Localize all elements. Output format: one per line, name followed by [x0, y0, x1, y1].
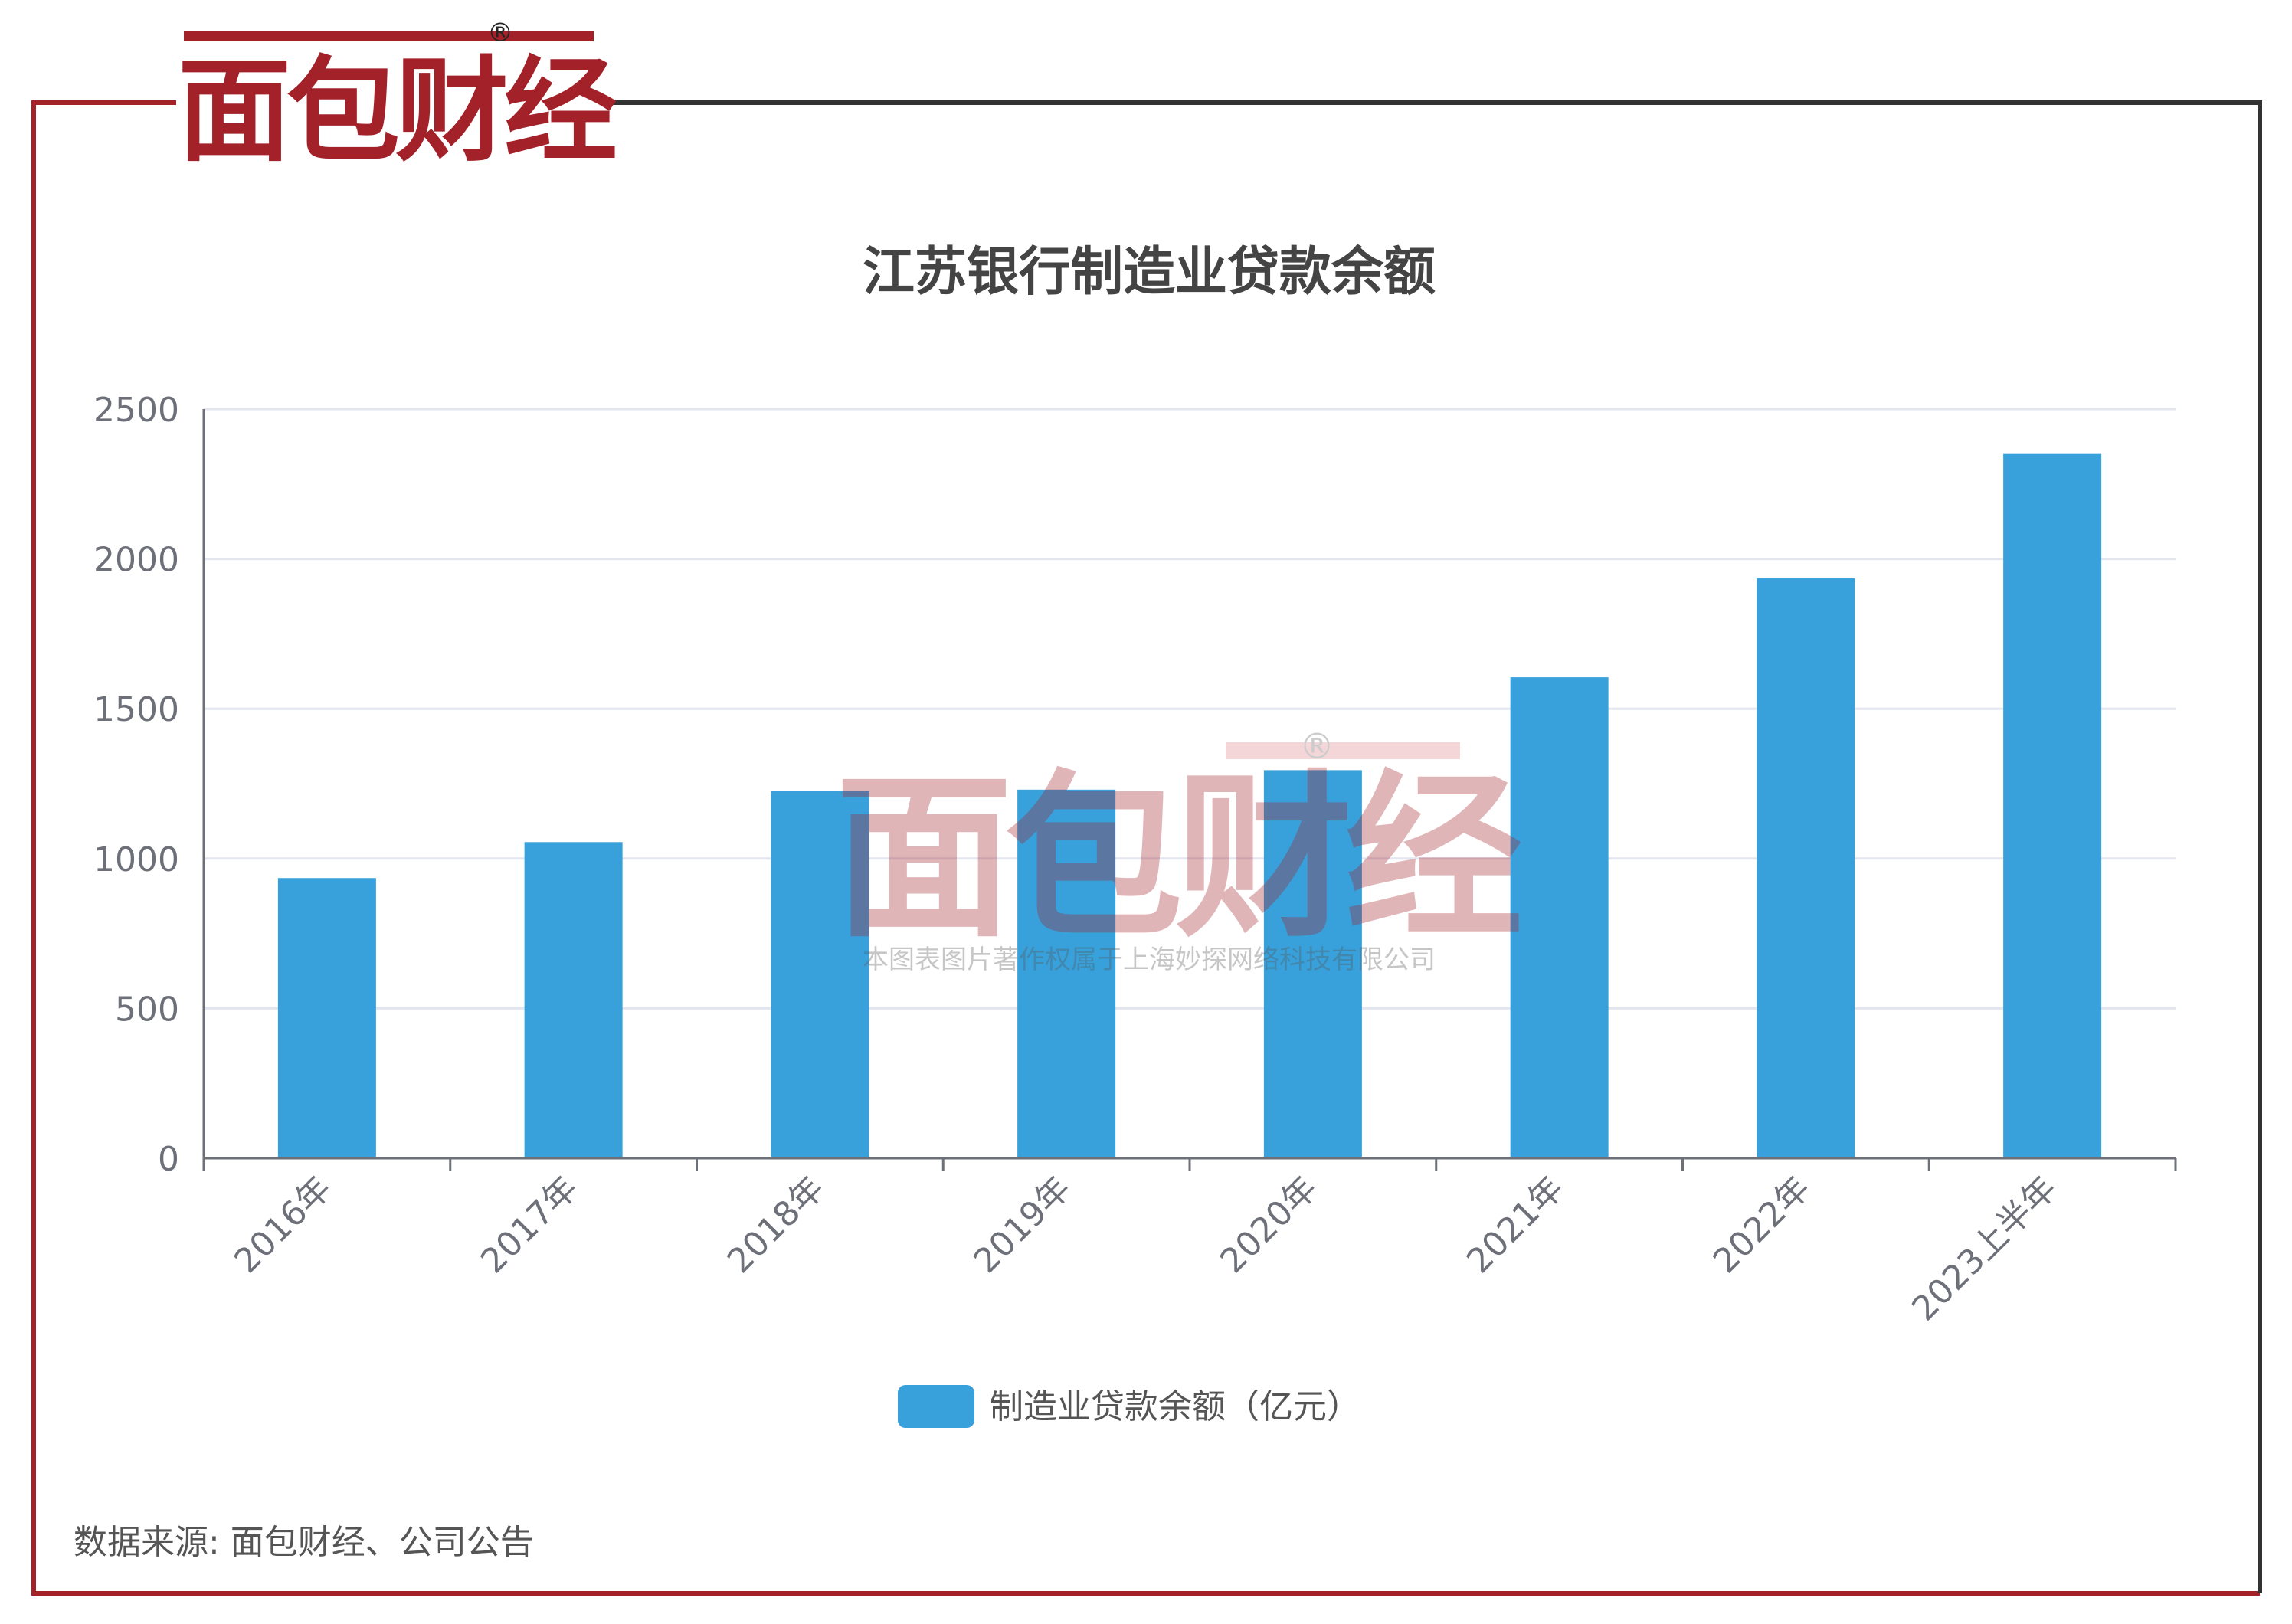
- brand-logo-accent-bar: [184, 31, 594, 41]
- x-tick-label: 2019年: [967, 1169, 1079, 1281]
- bar: [1017, 789, 1116, 1158]
- bars: [277, 453, 2102, 1158]
- frame-dark-stroke: [613, 100, 2262, 1593]
- y-tick-label: 2500: [93, 391, 179, 430]
- x-tick-label: 2016年: [227, 1169, 339, 1281]
- bar: [2003, 453, 2102, 1158]
- bar: [771, 791, 869, 1158]
- bar: [1757, 578, 1855, 1158]
- bar: [1510, 677, 1609, 1158]
- watermark-accent-bar: [1226, 742, 1460, 759]
- x-tick-label: 2017年: [473, 1169, 585, 1281]
- x-tick-label: 2020年: [1213, 1169, 1324, 1281]
- frame-red-stroke: [31, 100, 2260, 1596]
- brand-logo: 面包财经 ®: [178, 18, 621, 177]
- legend-label: 制造业贷款余额（亿元）: [990, 1387, 1360, 1426]
- chart-title: 江苏银行制造业贷款余额: [863, 242, 1436, 303]
- x-tick-label: 2022年: [1706, 1169, 1818, 1281]
- x-tick-labels: 2016年 2017年 2018年 2019年 2020年 2021年 2022年 2023上…: [227, 1169, 2064, 1329]
- x-tick-label: 2018年: [720, 1169, 832, 1281]
- brand-registered-mark: ®: [487, 18, 513, 48]
- bar: [524, 842, 623, 1158]
- y-tick-labels: 0 500 1000 1500 2000 2500: [93, 391, 179, 1179]
- watermark-registered-mark: ®: [1299, 725, 1334, 767]
- brand-logo-text: 面包财经: [178, 45, 617, 177]
- y-tick-label: 500: [115, 990, 179, 1029]
- frame: [31, 100, 2262, 1596]
- y-tick-label: 2000: [93, 541, 179, 580]
- x-ticks: [202, 1158, 2177, 1171]
- x-tick-label: 2021年: [1459, 1169, 1571, 1281]
- legend[interactable]: 制造业贷款余额（亿元）: [898, 1385, 1360, 1428]
- x-tick-label: 2023上半年: [1904, 1169, 2064, 1329]
- y-tick-label: 0: [158, 1140, 179, 1179]
- watermark-logo-text: 面包财经: [835, 755, 1521, 961]
- y-tick-label: 1000: [93, 840, 179, 879]
- source-note: 数据来源: 面包财经、公司公告: [74, 1523, 534, 1562]
- watermark-notice: 本图表图片著作权属于上海妙探网络科技有限公司: [863, 945, 1436, 975]
- bar: [277, 878, 376, 1158]
- y-tick-label: 1500: [93, 690, 179, 729]
- legend-swatch: [898, 1385, 974, 1428]
- watermark: 面包财经 ® 本图表图片著作权属于上海妙探网络科技有限公司: [835, 725, 1529, 975]
- bar: [1263, 770, 1362, 1158]
